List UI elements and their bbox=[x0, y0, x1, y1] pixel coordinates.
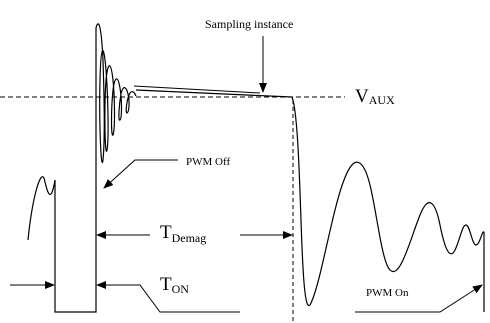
tdemag-label-sub: Demag bbox=[172, 231, 207, 245]
ton-label-main: T bbox=[160, 274, 172, 295]
pwm-off-label: PWM Off bbox=[186, 156, 230, 168]
waveform-demag-drop bbox=[291, 96, 311, 307]
tdemag-label-main: T bbox=[160, 222, 172, 243]
waveform-decay-oscillation bbox=[309, 161, 485, 306]
vaux-label-main: V bbox=[355, 86, 369, 107]
sampling-instance-label: Sampling instance bbox=[205, 17, 293, 31]
waveform-plateau-upper bbox=[133, 85, 261, 94]
waveform-demag-plateau bbox=[135, 89, 293, 98]
waveform-ringing bbox=[95, 23, 137, 164]
vaux-label: VAUX bbox=[355, 86, 395, 107]
ton-arrow-right bbox=[96, 281, 240, 313]
vaux-label-sub: AUX bbox=[369, 93, 395, 107]
tdemag-label: TDemag bbox=[160, 222, 206, 245]
pwm-off-pointer bbox=[103, 159, 178, 189]
pwm-on-pointer bbox=[355, 284, 483, 313]
waveform-left-oscillation bbox=[27, 176, 56, 241]
ton-label: TON bbox=[160, 274, 189, 296]
pwm-on-label: PWM On bbox=[366, 287, 409, 299]
ton-label-sub: ON bbox=[172, 282, 190, 296]
waveform-on-pulse bbox=[54, 28, 97, 313]
